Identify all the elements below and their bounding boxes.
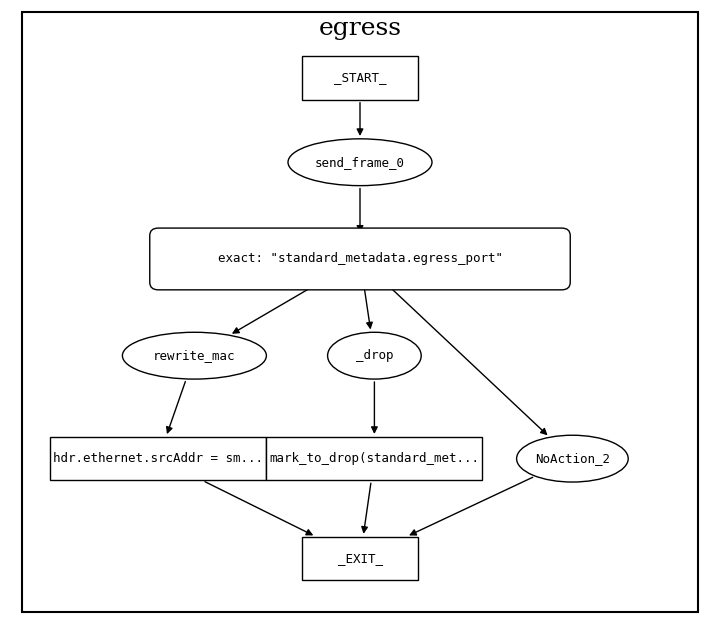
- FancyBboxPatch shape: [266, 437, 482, 480]
- FancyBboxPatch shape: [50, 437, 266, 480]
- Text: NoAction_2: NoAction_2: [535, 452, 610, 465]
- FancyBboxPatch shape: [150, 228, 570, 290]
- Ellipse shape: [328, 333, 421, 379]
- Text: rewrite_mac: rewrite_mac: [153, 349, 235, 362]
- Ellipse shape: [517, 436, 628, 482]
- Text: mark_to_drop(standard_met...: mark_to_drop(standard_met...: [269, 452, 480, 465]
- Text: exact: "standard_metadata.egress_port": exact: "standard_metadata.egress_port": [217, 253, 503, 265]
- FancyBboxPatch shape: [22, 12, 698, 612]
- Text: send_frame_0: send_frame_0: [315, 156, 405, 168]
- Text: egress: egress: [318, 17, 402, 39]
- Text: hdr.ethernet.srcAddr = sm...: hdr.ethernet.srcAddr = sm...: [53, 452, 264, 465]
- Text: _drop: _drop: [356, 349, 393, 362]
- Text: _START_: _START_: [334, 72, 386, 84]
- Text: _EXIT_: _EXIT_: [338, 552, 382, 565]
- Ellipse shape: [288, 139, 432, 186]
- FancyBboxPatch shape: [302, 537, 418, 580]
- Ellipse shape: [122, 333, 266, 379]
- FancyBboxPatch shape: [302, 56, 418, 100]
